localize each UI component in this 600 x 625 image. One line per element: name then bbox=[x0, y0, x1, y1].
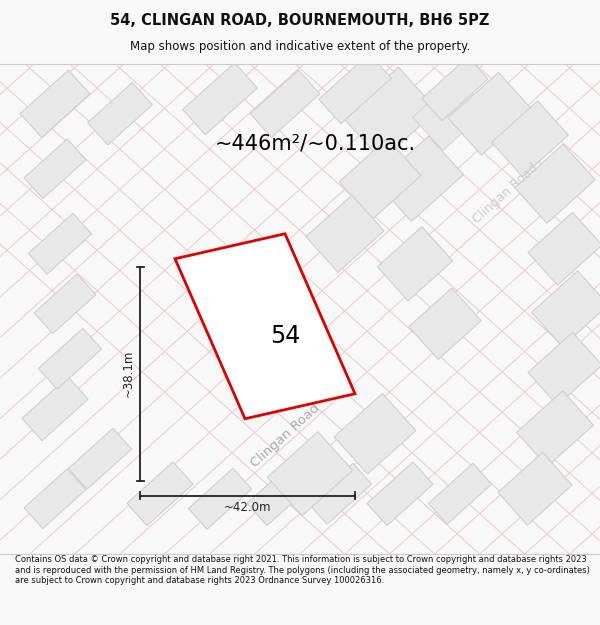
Polygon shape bbox=[491, 101, 568, 177]
Polygon shape bbox=[428, 463, 491, 524]
Polygon shape bbox=[409, 288, 481, 359]
Polygon shape bbox=[88, 82, 152, 145]
Polygon shape bbox=[377, 227, 452, 301]
Polygon shape bbox=[308, 463, 371, 524]
Polygon shape bbox=[127, 462, 193, 526]
Polygon shape bbox=[24, 469, 86, 529]
Text: ~42.0m: ~42.0m bbox=[224, 501, 271, 514]
Text: Clingan Road: Clingan Road bbox=[248, 401, 322, 470]
Text: ~38.1m: ~38.1m bbox=[122, 350, 135, 398]
Polygon shape bbox=[28, 213, 92, 274]
Polygon shape bbox=[532, 271, 600, 347]
Polygon shape bbox=[517, 391, 593, 467]
Polygon shape bbox=[498, 452, 572, 525]
Polygon shape bbox=[422, 57, 488, 121]
Polygon shape bbox=[377, 136, 463, 221]
Polygon shape bbox=[334, 393, 416, 474]
Text: ~446m²/~0.110ac.: ~446m²/~0.110ac. bbox=[215, 134, 416, 154]
Polygon shape bbox=[20, 70, 90, 138]
Polygon shape bbox=[188, 468, 251, 529]
Polygon shape bbox=[319, 54, 391, 124]
Polygon shape bbox=[247, 462, 313, 526]
Polygon shape bbox=[528, 332, 600, 405]
Polygon shape bbox=[528, 213, 600, 285]
Polygon shape bbox=[68, 428, 131, 489]
Text: 54: 54 bbox=[270, 324, 300, 348]
Polygon shape bbox=[22, 377, 88, 441]
Polygon shape bbox=[343, 67, 437, 161]
Polygon shape bbox=[515, 144, 595, 223]
Polygon shape bbox=[250, 70, 320, 138]
Polygon shape bbox=[24, 139, 86, 199]
Text: 54, CLINGAN ROAD, BOURNEMOUTH, BH6 5PZ: 54, CLINGAN ROAD, BOURNEMOUTH, BH6 5PZ bbox=[110, 12, 490, 28]
Polygon shape bbox=[448, 72, 532, 155]
Text: Contains OS data © Crown copyright and database right 2021. This information is : Contains OS data © Crown copyright and d… bbox=[15, 555, 590, 585]
Polygon shape bbox=[339, 138, 421, 219]
Polygon shape bbox=[268, 432, 353, 516]
Polygon shape bbox=[34, 274, 96, 334]
Text: Clingan Road: Clingan Road bbox=[470, 161, 540, 226]
Polygon shape bbox=[306, 195, 384, 272]
Polygon shape bbox=[38, 328, 101, 389]
Polygon shape bbox=[413, 77, 487, 151]
Polygon shape bbox=[175, 234, 355, 419]
Polygon shape bbox=[182, 62, 257, 135]
Text: Map shows position and indicative extent of the property.: Map shows position and indicative extent… bbox=[130, 39, 470, 52]
Polygon shape bbox=[367, 462, 433, 526]
